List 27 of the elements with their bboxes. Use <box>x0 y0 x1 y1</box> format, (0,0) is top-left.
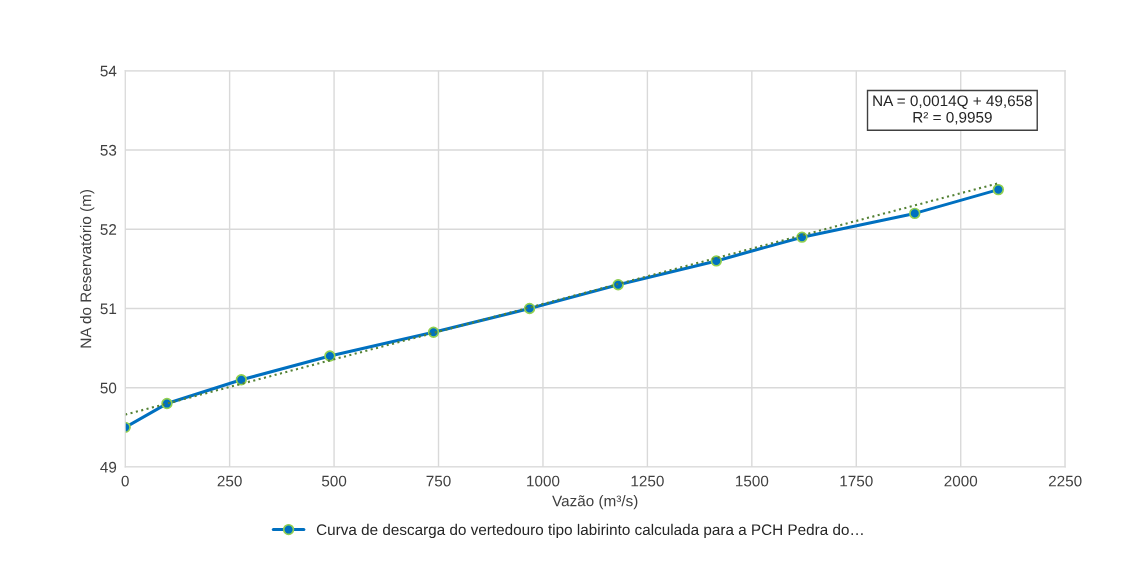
x-tick-label: 2000 <box>944 475 978 487</box>
x-tick-label: 500 <box>321 475 347 487</box>
annotation: NA = 0,0014Q + 49,658 R² = 0,9959 <box>873 95 1032 125</box>
y-tick-label: 49 <box>100 461 117 473</box>
y-axis-title: NA do Reservatório (m) <box>79 189 95 348</box>
point <box>235 374 248 386</box>
x-tick-label: 250 <box>217 475 242 487</box>
x-tick-label: 1000 <box>527 475 560 487</box>
x-tick-label: 750 <box>426 475 451 487</box>
y-tick-label: 53 <box>100 144 117 156</box>
x-axis-title: Vazão (m³/s) <box>552 495 638 510</box>
y-tick-label: 50 <box>100 382 117 394</box>
x-tick-label: 1750 <box>840 475 873 487</box>
legend-label: Curva de descarga do vertedouro tipo labirinto calculada para a PCH Pedra do… <box>316 523 863 539</box>
x-tick-label: 2250 <box>1048 475 1082 487</box>
point <box>992 183 1005 196</box>
x-tick-label: 0 <box>121 475 129 487</box>
point <box>710 255 723 267</box>
point <box>796 231 808 243</box>
point <box>324 350 336 362</box>
y-tick-label: 52 <box>100 224 117 235</box>
x-tick-label: 1250 <box>631 475 664 487</box>
point <box>427 326 440 338</box>
y-tick-label: 51 <box>100 303 117 315</box>
y-tick-label: 54 <box>100 65 117 77</box>
x-tick-label: 1500 <box>736 475 769 487</box>
point <box>909 207 921 220</box>
